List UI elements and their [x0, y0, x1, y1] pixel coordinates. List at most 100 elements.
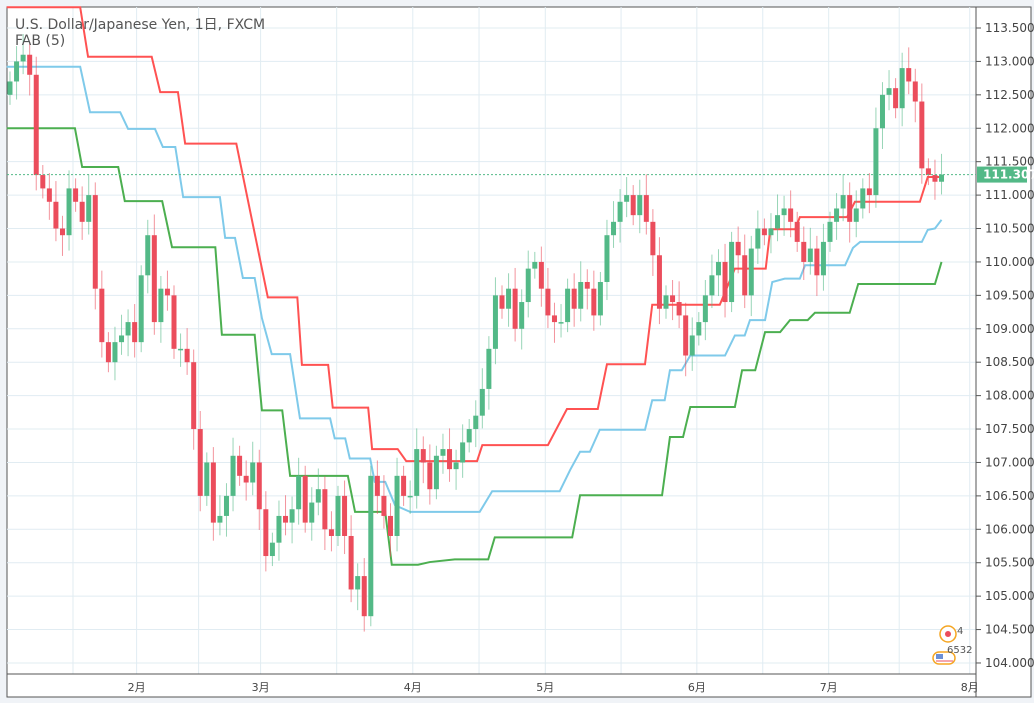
candle-down — [420, 449, 426, 463]
candle-up — [899, 68, 905, 109]
candle-up — [565, 288, 571, 323]
event-badges[interactable] — [932, 625, 957, 665]
candle-down — [925, 168, 931, 176]
time-tick-label: 2月 — [128, 681, 146, 694]
candle-down — [243, 475, 249, 483]
candle-down — [263, 509, 269, 557]
candle-down — [73, 188, 79, 202]
candle-down — [164, 288, 170, 296]
candle-down — [427, 462, 433, 490]
candle-down — [630, 195, 636, 216]
candle-down — [171, 295, 177, 349]
candle-down — [361, 576, 367, 617]
candle-down — [27, 54, 33, 75]
candle-down — [92, 195, 98, 289]
candle-down — [919, 101, 925, 169]
candle-up — [532, 261, 538, 269]
current-price-label: 111.307 — [983, 168, 1034, 182]
candle-up — [709, 275, 715, 296]
candle-up — [460, 442, 466, 463]
candle-down — [499, 295, 505, 309]
candle-down — [512, 288, 518, 329]
candle-up — [289, 509, 295, 523]
candle-up — [624, 195, 630, 202]
candle-down — [381, 495, 387, 516]
candle-up — [394, 475, 400, 536]
candle-down — [322, 489, 328, 530]
candle-up — [250, 462, 256, 483]
candle-down — [53, 201, 59, 229]
candle-up — [335, 495, 341, 536]
candle-up — [827, 221, 833, 242]
price-tick-label: 113.000 — [985, 54, 1034, 68]
candle-down — [676, 302, 682, 316]
candle-down — [184, 348, 190, 363]
candle-up — [466, 429, 472, 443]
fab-lower-line — [6, 127, 943, 566]
candle-up — [296, 475, 302, 510]
time-tick-label: 4月 — [404, 681, 422, 694]
candle-down — [132, 322, 138, 343]
candle-up — [637, 195, 643, 216]
indicator-label[interactable]: FAB (5) — [15, 33, 66, 49]
candle-up — [663, 295, 669, 309]
candle-up — [7, 81, 13, 95]
candle-down — [893, 88, 899, 109]
time-tick-label: 5月 — [536, 681, 554, 694]
candle-up — [433, 455, 439, 490]
candle-down — [847, 195, 853, 222]
candle-up — [768, 228, 774, 236]
candle-up — [158, 288, 164, 323]
price-tick-label: 105.500 — [985, 556, 1034, 570]
time-axis[interactable]: 2月 3月 4月 5月 6月 7月 8月 — [128, 681, 979, 694]
candle-up — [112, 342, 118, 363]
candle-up — [617, 201, 623, 222]
candle-up — [125, 322, 131, 336]
candle-up — [230, 455, 236, 496]
candle-up — [276, 515, 282, 543]
candle-down — [302, 475, 308, 523]
candle-up — [525, 268, 531, 303]
candle-up — [729, 241, 735, 303]
candle-up — [138, 275, 144, 343]
candle-up — [702, 295, 708, 323]
candle-up — [775, 215, 781, 229]
candle-down — [722, 261, 728, 303]
candle-down — [342, 495, 348, 536]
candle-down — [348, 535, 354, 590]
candle-up — [597, 281, 603, 316]
candle-up — [368, 475, 374, 617]
price-tick-label: 106.000 — [985, 522, 1034, 536]
candle-up — [755, 228, 761, 249]
candle-up — [519, 302, 525, 329]
candle-down — [761, 228, 767, 236]
candle-up — [860, 188, 866, 209]
candle-down — [571, 288, 577, 309]
time-tick-label: 7月 — [820, 681, 838, 694]
candle-down — [912, 81, 918, 102]
candle-up — [14, 61, 20, 82]
candle-down — [151, 235, 157, 323]
candle-down — [643, 195, 649, 222]
fab-middle-line — [6, 65, 943, 513]
price-tick-label: 107.500 — [985, 422, 1034, 436]
price-tick-label: 105.000 — [985, 589, 1034, 603]
candle-down — [794, 221, 800, 242]
candle-up — [879, 94, 885, 129]
price-axis[interactable]: 113.500 113.000 112.500 112.000 111.500 111.0… — [976, 21, 1034, 670]
price-tick-label: 111.000 — [985, 188, 1034, 202]
candle-up — [715, 261, 721, 276]
candle-up — [315, 489, 321, 503]
candle-up — [486, 348, 492, 389]
candle-down — [328, 529, 334, 536]
candle-down — [591, 288, 597, 316]
candle-up — [578, 281, 584, 309]
candle-down — [237, 455, 243, 476]
candle-up — [604, 235, 610, 282]
candle-up — [440, 449, 446, 456]
candle-down — [79, 201, 85, 222]
price-tick-label: 113.500 — [985, 21, 1034, 35]
price-tick-label: 110.500 — [985, 222, 1034, 236]
us-flag-canton — [936, 654, 943, 659]
